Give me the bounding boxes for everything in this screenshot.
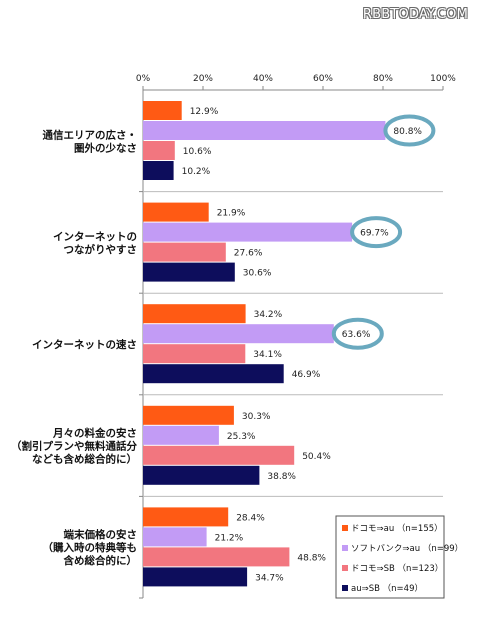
bar bbox=[143, 121, 386, 140]
bar bbox=[143, 507, 229, 527]
bar bbox=[143, 425, 219, 445]
legend-label: ドコモ⇒SB （n=123） bbox=[351, 563, 443, 574]
bar bbox=[143, 222, 353, 242]
bar bbox=[143, 202, 209, 222]
category-label: なども含め総合的に） bbox=[32, 453, 137, 466]
bar bbox=[143, 141, 175, 160]
highlight-ring bbox=[383, 114, 436, 147]
data-label: 63.6% bbox=[342, 330, 371, 340]
data-label: 34.2% bbox=[254, 310, 283, 320]
data-label: 34.1% bbox=[253, 350, 282, 360]
bar bbox=[143, 242, 226, 262]
data-label: 27.6% bbox=[234, 249, 263, 259]
legend-swatch bbox=[342, 565, 348, 571]
bar bbox=[143, 344, 246, 364]
x-tick-label: 60% bbox=[313, 74, 333, 84]
data-label: 30.6% bbox=[243, 269, 272, 279]
bar bbox=[143, 161, 174, 180]
category-label: 含め総合的に） bbox=[64, 554, 138, 567]
data-label: 34.7% bbox=[255, 573, 284, 583]
bar bbox=[143, 364, 284, 384]
data-label: 46.9% bbox=[292, 370, 321, 380]
legend-label: au⇒SB （n=49） bbox=[351, 583, 423, 594]
bar bbox=[143, 547, 290, 567]
data-label: 21.2% bbox=[215, 533, 244, 543]
x-tick-label: 20% bbox=[193, 74, 213, 84]
data-label: 25.3% bbox=[227, 432, 256, 442]
data-label: 12.9% bbox=[190, 107, 219, 117]
data-label: 50.4% bbox=[302, 452, 331, 462]
category-label: 通信エリアの広さ・ bbox=[43, 128, 138, 141]
watermark: RBBTODAY.COM bbox=[362, 7, 468, 22]
category-label: つながりやすさ bbox=[64, 243, 138, 256]
category-label: 圏外の少なさ bbox=[74, 141, 137, 154]
x-tick-label: 100% bbox=[430, 74, 456, 84]
legend-label: ドコモ⇒au （n=155） bbox=[351, 523, 443, 534]
data-label: 69.7% bbox=[360, 229, 389, 239]
data-label: 48.8% bbox=[297, 553, 326, 563]
bar bbox=[143, 445, 295, 465]
category-label: （割引プランや無料通話分 bbox=[11, 440, 137, 453]
legend-swatch bbox=[342, 545, 348, 551]
x-tick-label: 0% bbox=[136, 74, 151, 84]
x-tick-label: 40% bbox=[253, 74, 273, 84]
bar bbox=[143, 465, 260, 485]
data-label: 38.8% bbox=[267, 472, 296, 482]
category-label: インターネットの速さ bbox=[32, 338, 137, 351]
data-label: 80.8% bbox=[393, 127, 422, 137]
category-label: 月々の料金の安さ bbox=[52, 427, 137, 440]
legend-label: ソフトバンク⇒au （n=99） bbox=[351, 543, 463, 554]
category-label: 端末価格の安さ bbox=[64, 528, 138, 541]
highlight-ring bbox=[350, 216, 403, 249]
bar bbox=[143, 567, 248, 587]
data-label: 10.2% bbox=[182, 167, 211, 177]
data-label: 10.6% bbox=[183, 147, 212, 157]
highlight-ring bbox=[331, 317, 384, 350]
bar bbox=[143, 262, 235, 282]
bar bbox=[143, 304, 246, 324]
x-tick-label: 80% bbox=[373, 74, 393, 84]
category-label: （購入時の特典等も bbox=[43, 541, 138, 554]
legend-swatch bbox=[342, 585, 348, 591]
bar bbox=[143, 101, 182, 120]
data-label: 28.4% bbox=[236, 513, 265, 523]
legend-swatch bbox=[342, 525, 348, 531]
bar bbox=[143, 324, 334, 344]
bar bbox=[143, 405, 234, 425]
legend-box bbox=[335, 515, 445, 599]
bar bbox=[143, 527, 207, 547]
data-label: 21.9% bbox=[217, 209, 246, 219]
category-label: インターネットの bbox=[53, 231, 137, 243]
data-label: 30.3% bbox=[242, 412, 271, 422]
